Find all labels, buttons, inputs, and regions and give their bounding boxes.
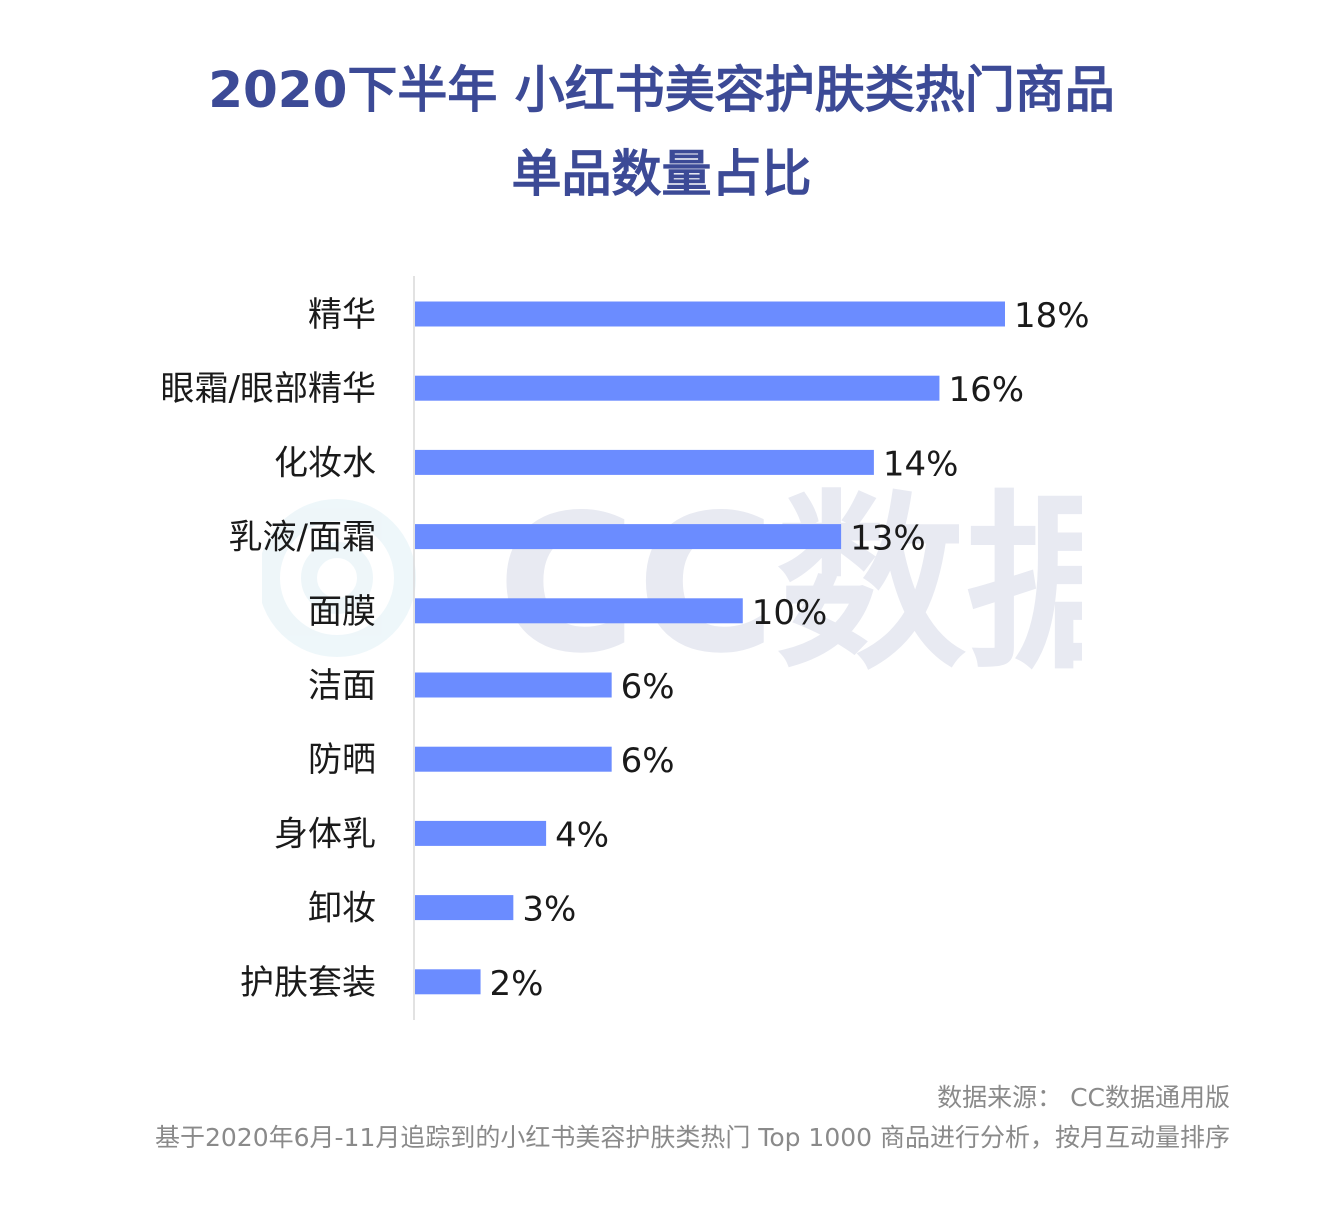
watermark-logo-icon bbox=[262, 499, 416, 657]
chart-title-line2: 单品数量占比 bbox=[511, 145, 812, 203]
category-label: 护肤套装 bbox=[240, 963, 376, 1003]
category-label: 眼霜/眼部精华 bbox=[161, 369, 376, 409]
watermark-text: CC数据 bbox=[497, 478, 1082, 678]
value-label: 6% bbox=[621, 741, 675, 781]
value-label: 3% bbox=[522, 890, 576, 930]
bar bbox=[415, 449, 874, 475]
category-label: 洁面 bbox=[308, 666, 376, 706]
bar bbox=[415, 524, 842, 550]
category-label: 面膜 bbox=[308, 592, 376, 632]
source-note: 基于2020年6月-11月追踪到的小红书美容护肤类热门 Top 1000 商品进… bbox=[154, 1123, 1230, 1152]
category-label: 化妆水 bbox=[274, 443, 376, 483]
value-label: 18% bbox=[1014, 296, 1090, 336]
value-label: 16% bbox=[948, 370, 1024, 410]
value-label: 10% bbox=[752, 593, 828, 633]
value-label: 14% bbox=[883, 444, 959, 484]
source-text: 数据来源： CC数据通用版 bbox=[937, 1083, 1230, 1112]
bar bbox=[415, 746, 612, 772]
chart-title-line1: 2020下半年 小红书美容护肤类热门商品 bbox=[208, 61, 1115, 119]
category-label: 精华 bbox=[308, 295, 376, 335]
bar bbox=[415, 672, 612, 698]
value-label: 13% bbox=[850, 519, 926, 559]
bar bbox=[415, 375, 940, 401]
bar bbox=[415, 301, 1005, 327]
category-label: 防晒 bbox=[308, 740, 376, 780]
value-label: 4% bbox=[555, 815, 609, 855]
bar bbox=[415, 895, 514, 921]
category-label: 乳液/面霜 bbox=[229, 518, 376, 558]
watermark: CC数据 bbox=[262, 478, 1082, 678]
category-label: 卸妆 bbox=[308, 889, 376, 929]
bar bbox=[415, 820, 547, 846]
value-label: 6% bbox=[621, 667, 675, 707]
bars-layer: 精华 18% 眼霜/眼部精华 16% 化妆水 14% 乳液/面霜 13% 面膜 10% 洁面 6% 防晒… bbox=[161, 295, 1090, 1004]
category-label: 身体乳 bbox=[274, 814, 376, 854]
bar bbox=[415, 969, 481, 995]
value-label: 2% bbox=[490, 964, 544, 1004]
bar bbox=[415, 598, 743, 624]
